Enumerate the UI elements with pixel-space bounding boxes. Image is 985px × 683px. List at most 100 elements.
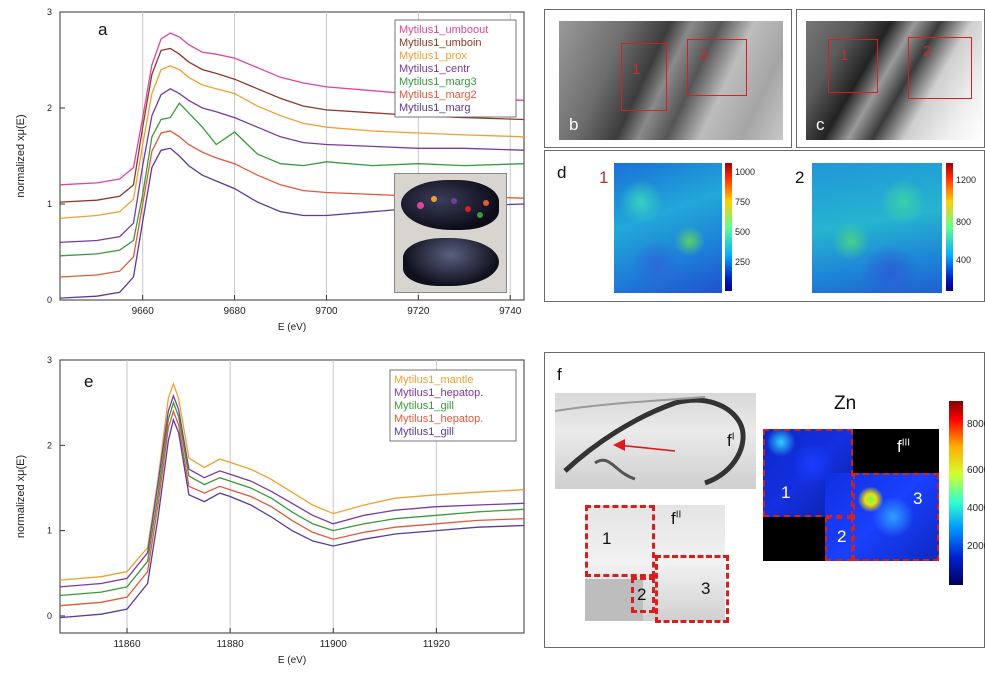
region-label-zn2: 2 — [837, 527, 847, 546]
legend-entry: Mytilus1_marg3 — [399, 76, 477, 88]
mussel-shell-bottom — [403, 238, 499, 286]
y-tick-label: 1 — [47, 526, 52, 536]
colorbar-d2 — [946, 163, 953, 291]
region-box-f1 — [585, 505, 655, 577]
series-line — [59, 147, 525, 299]
legend-entry: Mytilus1_umboin — [399, 37, 482, 49]
legend-entry: Mytilus1_marg2 — [399, 89, 477, 101]
f3-label: fIII — [897, 437, 911, 456]
x-tick-label: 9660 — [132, 306, 155, 317]
region-label-b1: 1 — [632, 61, 641, 78]
sample-dot-marg3 — [477, 212, 483, 218]
colorbar-d1-tick: 1000 — [735, 167, 756, 177]
series-line — [59, 88, 525, 244]
region-box-c2 — [908, 37, 972, 99]
legend-entry: Mytilus1_hepatop. — [394, 413, 483, 425]
region-label-b2: 2 — [700, 47, 709, 64]
mussel-photo — [394, 173, 507, 293]
legend-entry: Mytilus1_gill — [394, 400, 454, 412]
colorbar-d1-tick: 500 — [735, 227, 751, 237]
legend-entry: Mytilus1_hepatop. — [394, 387, 483, 399]
panel-d-label: d — [557, 163, 567, 182]
colorbar-d1 — [725, 163, 732, 291]
legend-entry: Mytilus1_mantle — [394, 374, 473, 386]
region-box-b2 — [687, 39, 747, 96]
region-label-c1: 1 — [840, 47, 849, 64]
panel-e-label: e — [84, 372, 94, 391]
colorbar-d2-tick: 400 — [956, 255, 972, 265]
y-tick-label: 3 — [47, 355, 52, 365]
series-line — [59, 409, 525, 607]
legend-entry: Mytilus1_gill — [394, 426, 454, 438]
f2-label: fII — [671, 509, 682, 528]
zn-colorbar — [949, 401, 963, 585]
region-box-zn3 — [853, 473, 939, 561]
panel-c-label: c — [816, 115, 825, 134]
region-label-f3: 3 — [701, 579, 711, 598]
xrf-map-d2 — [812, 163, 942, 293]
sample-dot-centr — [451, 198, 457, 204]
x-axis-label: E (eV) — [278, 322, 306, 333]
x-tick-label: 11920 — [423, 639, 451, 650]
chart-a: 9660 9680 9700 9720 9740 0 1 2 3 E (eV) normalized… — [15, 7, 525, 333]
panel-f-frame: f fI 1 2 3 fII Zn 1 2 3 fIII 8000 6000 4… — [544, 352, 985, 648]
x-tick-label: 9720 — [407, 306, 430, 317]
x-tick-label: 9700 — [315, 306, 338, 317]
y-axis-label: normalized xμ(E) — [15, 114, 27, 197]
y-tick-label: 3 — [47, 7, 52, 17]
region-box-zn2 — [825, 517, 853, 561]
y-tick-label: 0 — [47, 295, 52, 305]
sample-dot-marg — [483, 200, 489, 206]
tissue-outline-f1 — [555, 396, 746, 486]
panel-c-frame: 1 2 c — [796, 9, 985, 148]
legend-box — [394, 19, 517, 118]
x-tick-label: 9680 — [223, 306, 246, 317]
legend-entry: Mytilus1_marg — [399, 102, 471, 114]
chart-e: 11860 11880 11900 11920 0 1 2 3 E (eV) normalized… — [15, 355, 525, 666]
sample-dot-prox — [431, 196, 437, 202]
y-tick-label: 1 — [47, 199, 52, 209]
sample-dot-umboout — [417, 202, 424, 209]
micrograph-f1: fI — [555, 393, 756, 489]
series-line — [59, 47, 525, 203]
x-axis-label: E (eV) — [278, 655, 306, 666]
region-box-zn1 — [763, 429, 853, 517]
panel-d-frame: d 1 1000 750 500 250 2 1200 800 400 — [544, 150, 985, 302]
series-line — [59, 381, 525, 581]
region-label-zn1: 1 — [781, 483, 791, 502]
xrf-map-d1 — [614, 163, 722, 293]
legend-entry: Mytilus1_centr — [399, 63, 470, 75]
panel-a-label: a — [98, 20, 108, 39]
region-label-zn3: 3 — [913, 489, 923, 508]
panel-b-frame: 1 2 b — [544, 9, 792, 148]
series-line — [59, 32, 525, 186]
zn-colorbar-tick: 6000 — [967, 465, 985, 476]
micrograph-c: 1 2 c — [806, 21, 982, 140]
series-line — [59, 102, 525, 257]
zn-colorbar-tick: 4000 — [967, 503, 985, 514]
region-box-c1 — [828, 39, 878, 93]
y-tick-label: 0 — [47, 611, 52, 621]
y-axis-label: normalized xμ(E) — [15, 455, 27, 538]
zn-colorbar-tick: 8000 — [967, 419, 985, 430]
colorbar-d2-tick: 1200 — [956, 175, 977, 185]
legend-entry: Mytilus1_umboout — [399, 24, 488, 36]
micrograph-b: 1 2 b — [559, 21, 783, 140]
map-d2-number: 2 — [795, 168, 805, 187]
y-tick-label: 2 — [47, 440, 52, 450]
series-line — [59, 65, 525, 220]
map-d1-number: 1 — [599, 168, 609, 187]
region-label-c2: 2 — [923, 43, 932, 60]
y-tick-label: 2 — [47, 103, 52, 113]
series-line — [59, 400, 525, 597]
series-line — [59, 417, 525, 619]
zn-label: Zn — [834, 393, 857, 414]
region-box-f2 — [631, 577, 655, 613]
sample-dot-marg2 — [465, 206, 471, 212]
x-tick-label: 9740 — [499, 306, 522, 317]
x-tick-label: 11900 — [320, 639, 348, 650]
zn-colorbar-tick: 2000 — [967, 541, 985, 552]
panel-f-label: f — [557, 365, 562, 384]
series-line — [59, 393, 525, 588]
x-tick-label: 11880 — [217, 639, 245, 650]
